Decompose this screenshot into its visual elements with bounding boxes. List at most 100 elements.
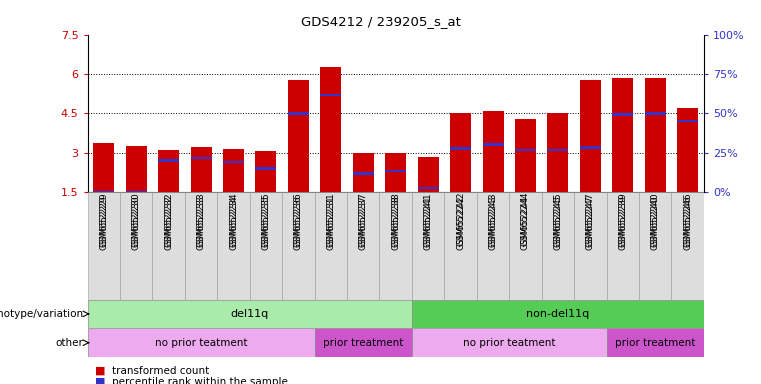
Text: GSM652241: GSM652241 bbox=[424, 192, 433, 247]
Bar bbox=[126, 146, 147, 192]
Text: GSM652239: GSM652239 bbox=[619, 195, 627, 250]
Bar bbox=[385, 170, 406, 172]
Bar bbox=[613, 113, 633, 116]
Text: GSM652247: GSM652247 bbox=[586, 192, 595, 247]
Bar bbox=[444, 192, 477, 300]
Text: GSM652229: GSM652229 bbox=[99, 195, 108, 250]
Text: GSM652240: GSM652240 bbox=[651, 192, 660, 247]
Text: GSM652231: GSM652231 bbox=[326, 192, 336, 247]
Text: GSM652233: GSM652233 bbox=[196, 195, 205, 250]
Text: GSM652237: GSM652237 bbox=[358, 195, 368, 250]
Bar bbox=[385, 153, 406, 192]
Text: GSM652247: GSM652247 bbox=[586, 195, 595, 250]
Bar bbox=[353, 153, 374, 192]
Bar bbox=[645, 112, 666, 114]
Text: genotype/variation: genotype/variation bbox=[0, 309, 84, 319]
Bar bbox=[580, 146, 601, 149]
Text: GSM652235: GSM652235 bbox=[262, 195, 270, 250]
Text: GSM652230: GSM652230 bbox=[132, 192, 141, 247]
Bar bbox=[158, 159, 179, 162]
Text: GSM652232: GSM652232 bbox=[164, 195, 173, 250]
Bar bbox=[607, 328, 704, 357]
Text: GSM652235: GSM652235 bbox=[262, 192, 270, 247]
Text: percentile rank within the sample: percentile rank within the sample bbox=[112, 377, 288, 384]
Bar bbox=[418, 157, 438, 192]
Bar bbox=[509, 192, 542, 300]
Text: GSM652244: GSM652244 bbox=[521, 195, 530, 250]
Text: GSM652242: GSM652242 bbox=[456, 195, 465, 250]
Bar bbox=[256, 167, 276, 170]
Bar bbox=[218, 192, 250, 300]
Bar bbox=[482, 111, 504, 192]
Bar bbox=[88, 192, 120, 300]
Bar bbox=[450, 147, 471, 150]
Bar bbox=[547, 149, 568, 151]
Bar bbox=[613, 78, 633, 192]
Bar bbox=[412, 300, 704, 328]
Bar bbox=[574, 192, 607, 300]
Bar bbox=[320, 94, 342, 96]
Bar bbox=[542, 192, 574, 300]
Text: GSM652245: GSM652245 bbox=[553, 192, 562, 247]
Text: GSM652238: GSM652238 bbox=[391, 192, 400, 247]
Bar bbox=[353, 172, 374, 175]
Text: ■: ■ bbox=[95, 366, 106, 376]
Bar bbox=[88, 328, 314, 357]
Text: GSM652231: GSM652231 bbox=[326, 195, 336, 250]
Bar bbox=[120, 192, 152, 300]
Bar bbox=[547, 113, 568, 192]
Text: GSM652232: GSM652232 bbox=[164, 192, 173, 247]
Bar bbox=[288, 112, 309, 114]
Bar bbox=[477, 192, 509, 300]
Text: no prior teatment: no prior teatment bbox=[463, 338, 556, 348]
Bar bbox=[250, 192, 282, 300]
Bar bbox=[190, 147, 212, 192]
Text: GSM652237: GSM652237 bbox=[358, 192, 368, 247]
Text: non-del11q: non-del11q bbox=[527, 309, 590, 319]
Text: del11q: del11q bbox=[231, 309, 269, 319]
Text: GSM652245: GSM652245 bbox=[553, 195, 562, 250]
Text: GSM652236: GSM652236 bbox=[294, 192, 303, 247]
Text: prior treatment: prior treatment bbox=[615, 338, 696, 348]
Bar bbox=[282, 192, 314, 300]
Text: GSM652233: GSM652233 bbox=[196, 192, 205, 247]
Text: prior treatment: prior treatment bbox=[323, 338, 403, 348]
Text: GSM652240: GSM652240 bbox=[651, 195, 660, 250]
Text: other: other bbox=[56, 338, 84, 348]
Text: GSM652243: GSM652243 bbox=[489, 195, 498, 250]
Bar bbox=[256, 151, 276, 192]
Text: GSM652239: GSM652239 bbox=[619, 192, 627, 247]
Bar bbox=[185, 192, 218, 300]
Text: GSM652246: GSM652246 bbox=[683, 195, 693, 250]
Bar bbox=[288, 81, 309, 192]
Bar bbox=[126, 191, 147, 193]
Bar bbox=[223, 161, 244, 163]
Bar bbox=[88, 300, 412, 328]
Text: GSM652243: GSM652243 bbox=[489, 192, 498, 247]
Bar bbox=[645, 78, 666, 192]
Text: GSM652241: GSM652241 bbox=[424, 195, 433, 250]
Bar bbox=[677, 120, 699, 122]
Bar bbox=[671, 192, 704, 300]
Bar bbox=[314, 328, 412, 357]
Text: GSM652229: GSM652229 bbox=[99, 192, 108, 247]
Bar bbox=[93, 191, 114, 193]
Bar bbox=[380, 192, 412, 300]
Bar bbox=[482, 144, 504, 146]
Bar bbox=[223, 149, 244, 192]
Bar bbox=[677, 108, 699, 192]
Text: GSM652242: GSM652242 bbox=[456, 192, 465, 247]
Bar bbox=[515, 119, 536, 192]
Text: GSM652246: GSM652246 bbox=[683, 192, 693, 247]
Text: transformed count: transformed count bbox=[112, 366, 209, 376]
Text: GSM652234: GSM652234 bbox=[229, 195, 238, 250]
Bar bbox=[158, 150, 179, 192]
Text: GSM652238: GSM652238 bbox=[391, 195, 400, 250]
Bar bbox=[450, 113, 471, 192]
Bar bbox=[190, 157, 212, 159]
Text: ■: ■ bbox=[95, 377, 106, 384]
Bar bbox=[320, 67, 342, 192]
Bar bbox=[412, 328, 607, 357]
Bar bbox=[515, 149, 536, 151]
Bar bbox=[639, 192, 671, 300]
